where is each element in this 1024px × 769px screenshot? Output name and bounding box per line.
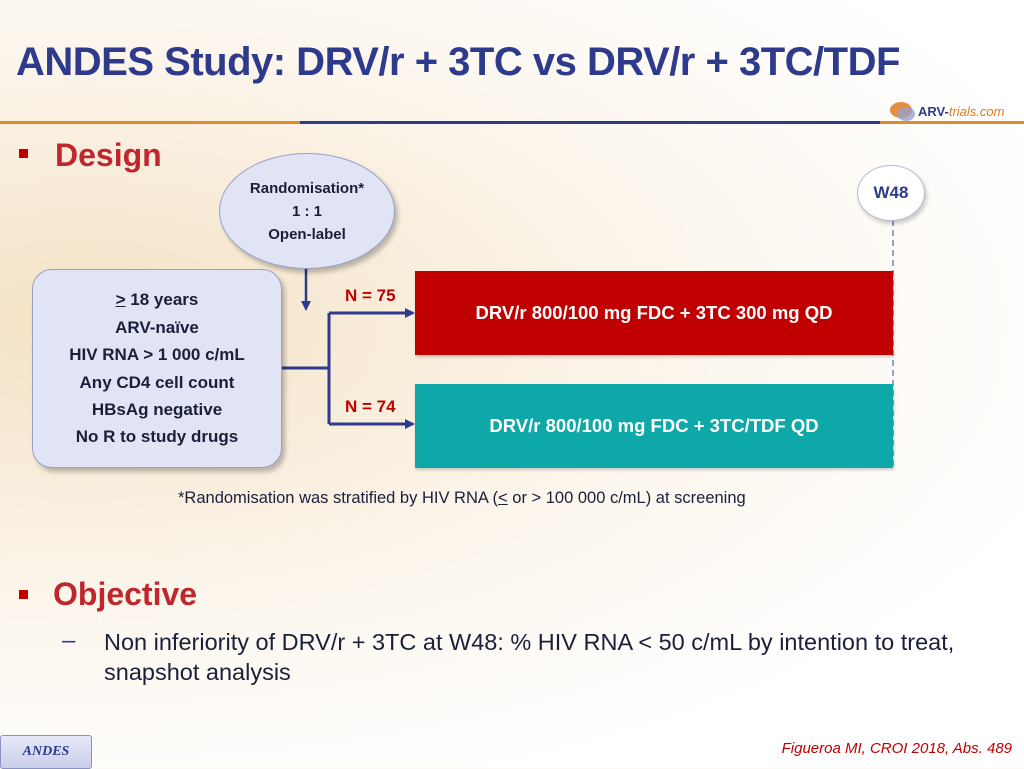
arm1-regimen-box: DRV/r 800/100 mg FDC + 3TC 300 mg QD bbox=[415, 271, 893, 355]
logo-text: ARV-trials.com bbox=[918, 104, 1005, 119]
slide-title: ANDES Study: DRV/r + 3TC vs DRV/r + 3TC/… bbox=[16, 40, 900, 84]
arv-trials-logo-icon bbox=[890, 102, 915, 121]
arm1-n-label: N = 75 bbox=[345, 286, 396, 305]
ge-symbol: > bbox=[115, 290, 126, 310]
arm2-regimen-box: DRV/r 800/100 mg FDC + 3TC/TDF QD bbox=[415, 384, 893, 468]
objective-heading: Objective bbox=[53, 576, 198, 612]
arm2-n-label: N = 74 bbox=[345, 397, 396, 416]
objective-text: Non inferiority of DRV/r + 3TC at W48: %… bbox=[104, 629, 955, 685]
criteria-line-6: No R to study drugs bbox=[75, 427, 239, 447]
criteria-line-1: > 18 years bbox=[115, 290, 199, 310]
design-bullet-icon bbox=[19, 149, 28, 158]
randomisation-line-3: Open-label bbox=[268, 225, 346, 243]
objective-bullet-icon bbox=[19, 590, 28, 599]
criteria-line-4: Any CD4 cell count bbox=[79, 372, 235, 392]
w48-timepoint-badge: W48 bbox=[857, 165, 925, 221]
criteria-line-3: HIV RNA > 1 000 c/mL bbox=[69, 345, 245, 365]
randomisation-line-2: 1 : 1 bbox=[291, 202, 322, 220]
inclusion-criteria-box: > 18 years ARV-naïve HIV RNA > 1 000 c/m… bbox=[32, 269, 282, 468]
randomisation-line-1: Randomisation* bbox=[249, 179, 365, 197]
criteria-line-5: HBsAg negative bbox=[91, 399, 223, 419]
randomisation-ellipse: Randomisation* 1 : 1 Open-label bbox=[219, 153, 395, 269]
objective-dash: – bbox=[62, 627, 76, 654]
title-rule-blue bbox=[300, 121, 880, 124]
design-heading: Design bbox=[55, 137, 162, 173]
randomisation-footnote: *Randomisation was stratified by HIV RNA… bbox=[178, 489, 746, 507]
citation: Figueroa MI, CROI 2018, Abs. 489 bbox=[781, 740, 1012, 757]
criteria-line-2: ARV-naïve bbox=[115, 317, 199, 337]
andes-badge: ANDES bbox=[0, 735, 92, 769]
